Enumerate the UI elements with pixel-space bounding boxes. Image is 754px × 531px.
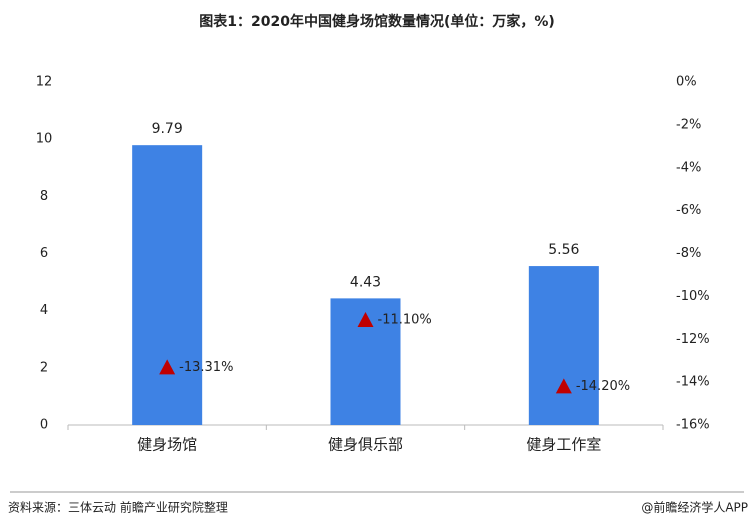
bar-label: 9.79 — [152, 121, 183, 137]
data-label: -11.10% — [378, 312, 432, 327]
y-tick-label: 4 — [40, 303, 48, 318]
source: 资料来源：三体云动 前瞻产业研究院整理 — [8, 500, 228, 515]
y-tick-label: 12 — [36, 75, 53, 90]
y-tick-label: 10 — [36, 132, 53, 147]
bar — [528, 266, 599, 425]
y-tick-label: 8 — [40, 189, 48, 204]
y2-tick-label: -6% — [676, 203, 701, 218]
y2-tick-label: 0% — [676, 75, 697, 90]
y2-tick-label: -2% — [676, 117, 701, 132]
y2-tick-label: -4% — [676, 160, 701, 175]
bar-label: 5.56 — [548, 242, 579, 258]
marker — [357, 311, 374, 327]
credit: @前瞻经济学人APP — [641, 500, 748, 515]
x-tick-label: 健身俱乐部 — [328, 436, 403, 454]
y2-tick-label: -16% — [676, 418, 710, 433]
bar-label: 4.43 — [350, 274, 381, 290]
marker — [159, 359, 176, 375]
y-tick-label: 6 — [40, 246, 48, 261]
x-tick-label: 健身工作室 — [526, 436, 601, 454]
y-tick-label: 2 — [40, 360, 48, 375]
y2-tick-label: -14% — [676, 375, 710, 390]
y2-tick-label: -12% — [676, 332, 710, 347]
marker — [555, 378, 572, 394]
y-tick-label: 0 — [40, 418, 48, 433]
x-tick-label: 健身场馆 — [137, 436, 197, 454]
data-label: -14.20% — [576, 379, 630, 394]
chart-title: 图表1：2020年中国健身场馆数量情况(单位：万家，%) — [199, 13, 555, 30]
data-label: -13.31% — [179, 360, 233, 375]
bar — [132, 145, 203, 425]
y2-tick-label: -8% — [676, 246, 701, 261]
y2-tick-label: -10% — [676, 289, 710, 304]
